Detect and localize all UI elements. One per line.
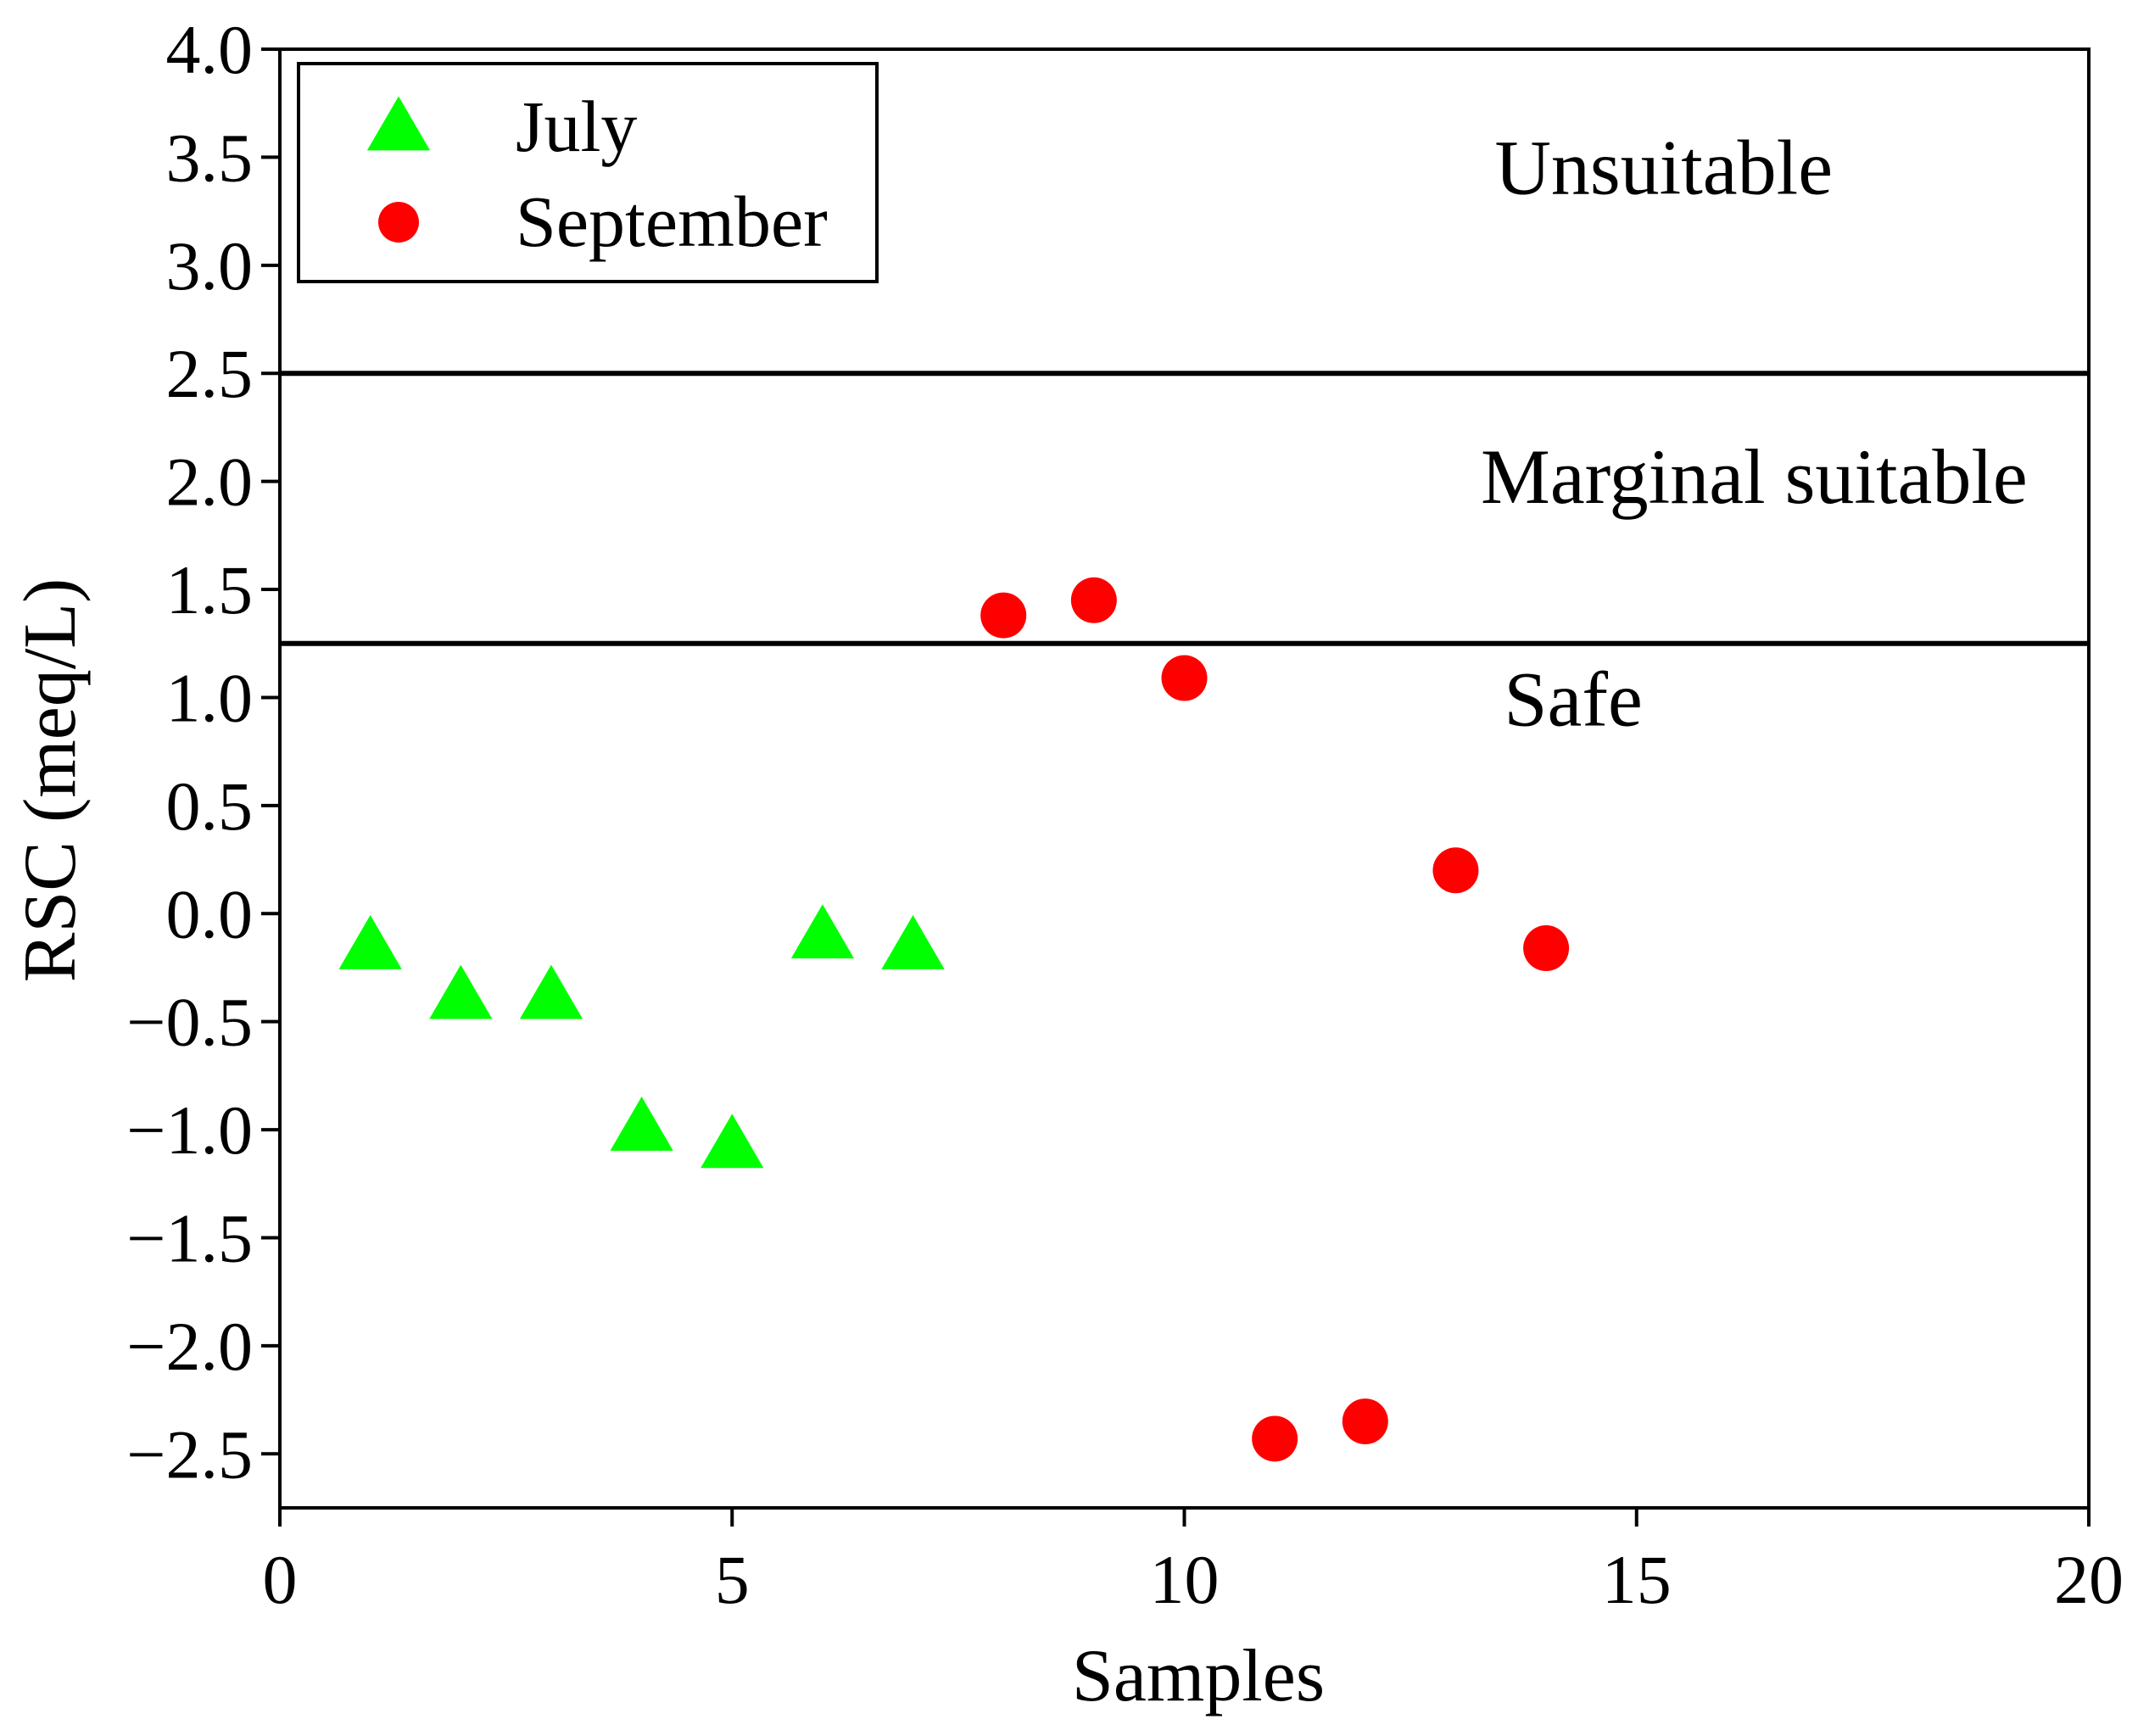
- y-tick-label: 1.5: [166, 551, 254, 628]
- threshold-layer: [280, 371, 2089, 646]
- x-axis-title: Samples: [1072, 1635, 1325, 1717]
- y-tick-label: 1.0: [166, 659, 254, 736]
- data-point-september: [1432, 847, 1479, 894]
- zone-label-marginal-suitable: Marginal suitable: [1481, 433, 2028, 520]
- data-point-september: [1342, 1398, 1388, 1445]
- x-tick-label: 10: [1150, 1541, 1220, 1618]
- y-tick-label: 0.0: [166, 875, 254, 952]
- x-tick-label: 5: [715, 1541, 750, 1618]
- legend: July September: [297, 62, 879, 283]
- y-tick-label: −0.5: [126, 984, 253, 1061]
- zone-labels: Unsuitable Marginal suitable Safe: [1481, 125, 2028, 743]
- x-tick-label: 0: [263, 1541, 298, 1618]
- axes-layer: 4.0 3.5 3.0 2.5 2.0 1.5 1.0 0.5 0.0 −0.5 −1.0 −1.5 −…: [126, 11, 2124, 1618]
- legend-label-september: September: [516, 181, 828, 262]
- data-point-july: [610, 1097, 673, 1151]
- zone-label-unsuitable: Unsuitable: [1494, 125, 1833, 211]
- y-tick-label: 3.0: [166, 227, 254, 304]
- data-point-july: [429, 964, 493, 1019]
- data-point-september: [980, 592, 1027, 639]
- legend-label-july: July: [516, 86, 637, 167]
- y-tick-label: −1.0: [126, 1091, 253, 1169]
- zone-label-safe: Safe: [1504, 656, 1642, 743]
- legend-marker-september-circle-icon: [378, 202, 419, 243]
- data-point-september: [1252, 1415, 1298, 1462]
- y-tick-label: −1.5: [126, 1199, 253, 1276]
- legend-box: [297, 62, 879, 283]
- data-point-july: [881, 915, 945, 969]
- data-point-july: [519, 964, 583, 1019]
- y-axis-title: RSC (meq/L): [9, 578, 92, 983]
- data-point-july: [701, 1114, 764, 1169]
- y-tick-label: −2.0: [126, 1308, 253, 1385]
- y-tick-label: 2.5: [166, 335, 254, 412]
- points-layer: [338, 577, 1570, 1462]
- y-tick-label: −2.5: [126, 1415, 253, 1493]
- data-point-july: [338, 915, 402, 969]
- x-tick-label: 15: [1602, 1541, 1672, 1618]
- data-point-july: [790, 904, 855, 959]
- legend-marker-july-triangle-icon: [366, 96, 431, 151]
- y-tick-label: 4.0: [166, 11, 254, 88]
- y-tick-label: 0.5: [166, 768, 254, 845]
- data-point-september: [1070, 577, 1117, 623]
- y-tick-label: 3.5: [166, 119, 254, 196]
- y-tick-label: 2.0: [166, 444, 254, 521]
- data-point-september: [1523, 925, 1570, 972]
- x-tick-label: 20: [2054, 1541, 2124, 1618]
- data-point-september: [1161, 655, 1208, 701]
